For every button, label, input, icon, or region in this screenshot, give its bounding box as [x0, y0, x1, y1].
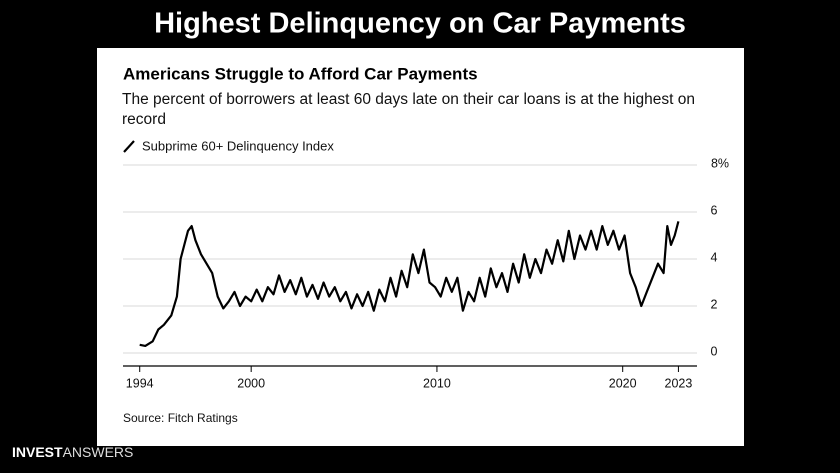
legend-label: Subprime 60+ Delinquency Index: [142, 138, 334, 153]
x-tick-label: 2020: [609, 376, 637, 390]
source: Source: Fitch Ratings: [123, 411, 238, 425]
y-tick-label: 6: [711, 203, 718, 217]
legend-icon: [123, 140, 135, 153]
y-tick-label: 2: [711, 297, 718, 311]
chart-subtitle: The percent of borrowers at least 60 day…: [122, 91, 695, 128]
subtitle-box: The percent of borrowers at least 60 day…: [122, 91, 695, 128]
brand-light: ANSWERS: [63, 444, 134, 460]
chart-card: [97, 48, 744, 446]
chart-title: Americans Struggle to Afford Car Payment…: [123, 64, 478, 83]
y-tick-label: 0: [711, 344, 718, 358]
brand: INVESTANSWERS: [12, 444, 133, 460]
x-tick-label: 2000: [237, 376, 265, 390]
y-tick-label: 4: [711, 250, 718, 264]
data-line: [139, 221, 680, 347]
x-tick-label: 2010: [423, 376, 451, 390]
x-tick-label: 1994: [126, 376, 154, 390]
y-tick-label: 8%: [711, 156, 729, 170]
slide-title: Highest Delinquency on Car Payments: [154, 8, 686, 40]
x-tick-label: 2023: [665, 376, 693, 390]
brand-bold: INVEST: [12, 444, 63, 460]
